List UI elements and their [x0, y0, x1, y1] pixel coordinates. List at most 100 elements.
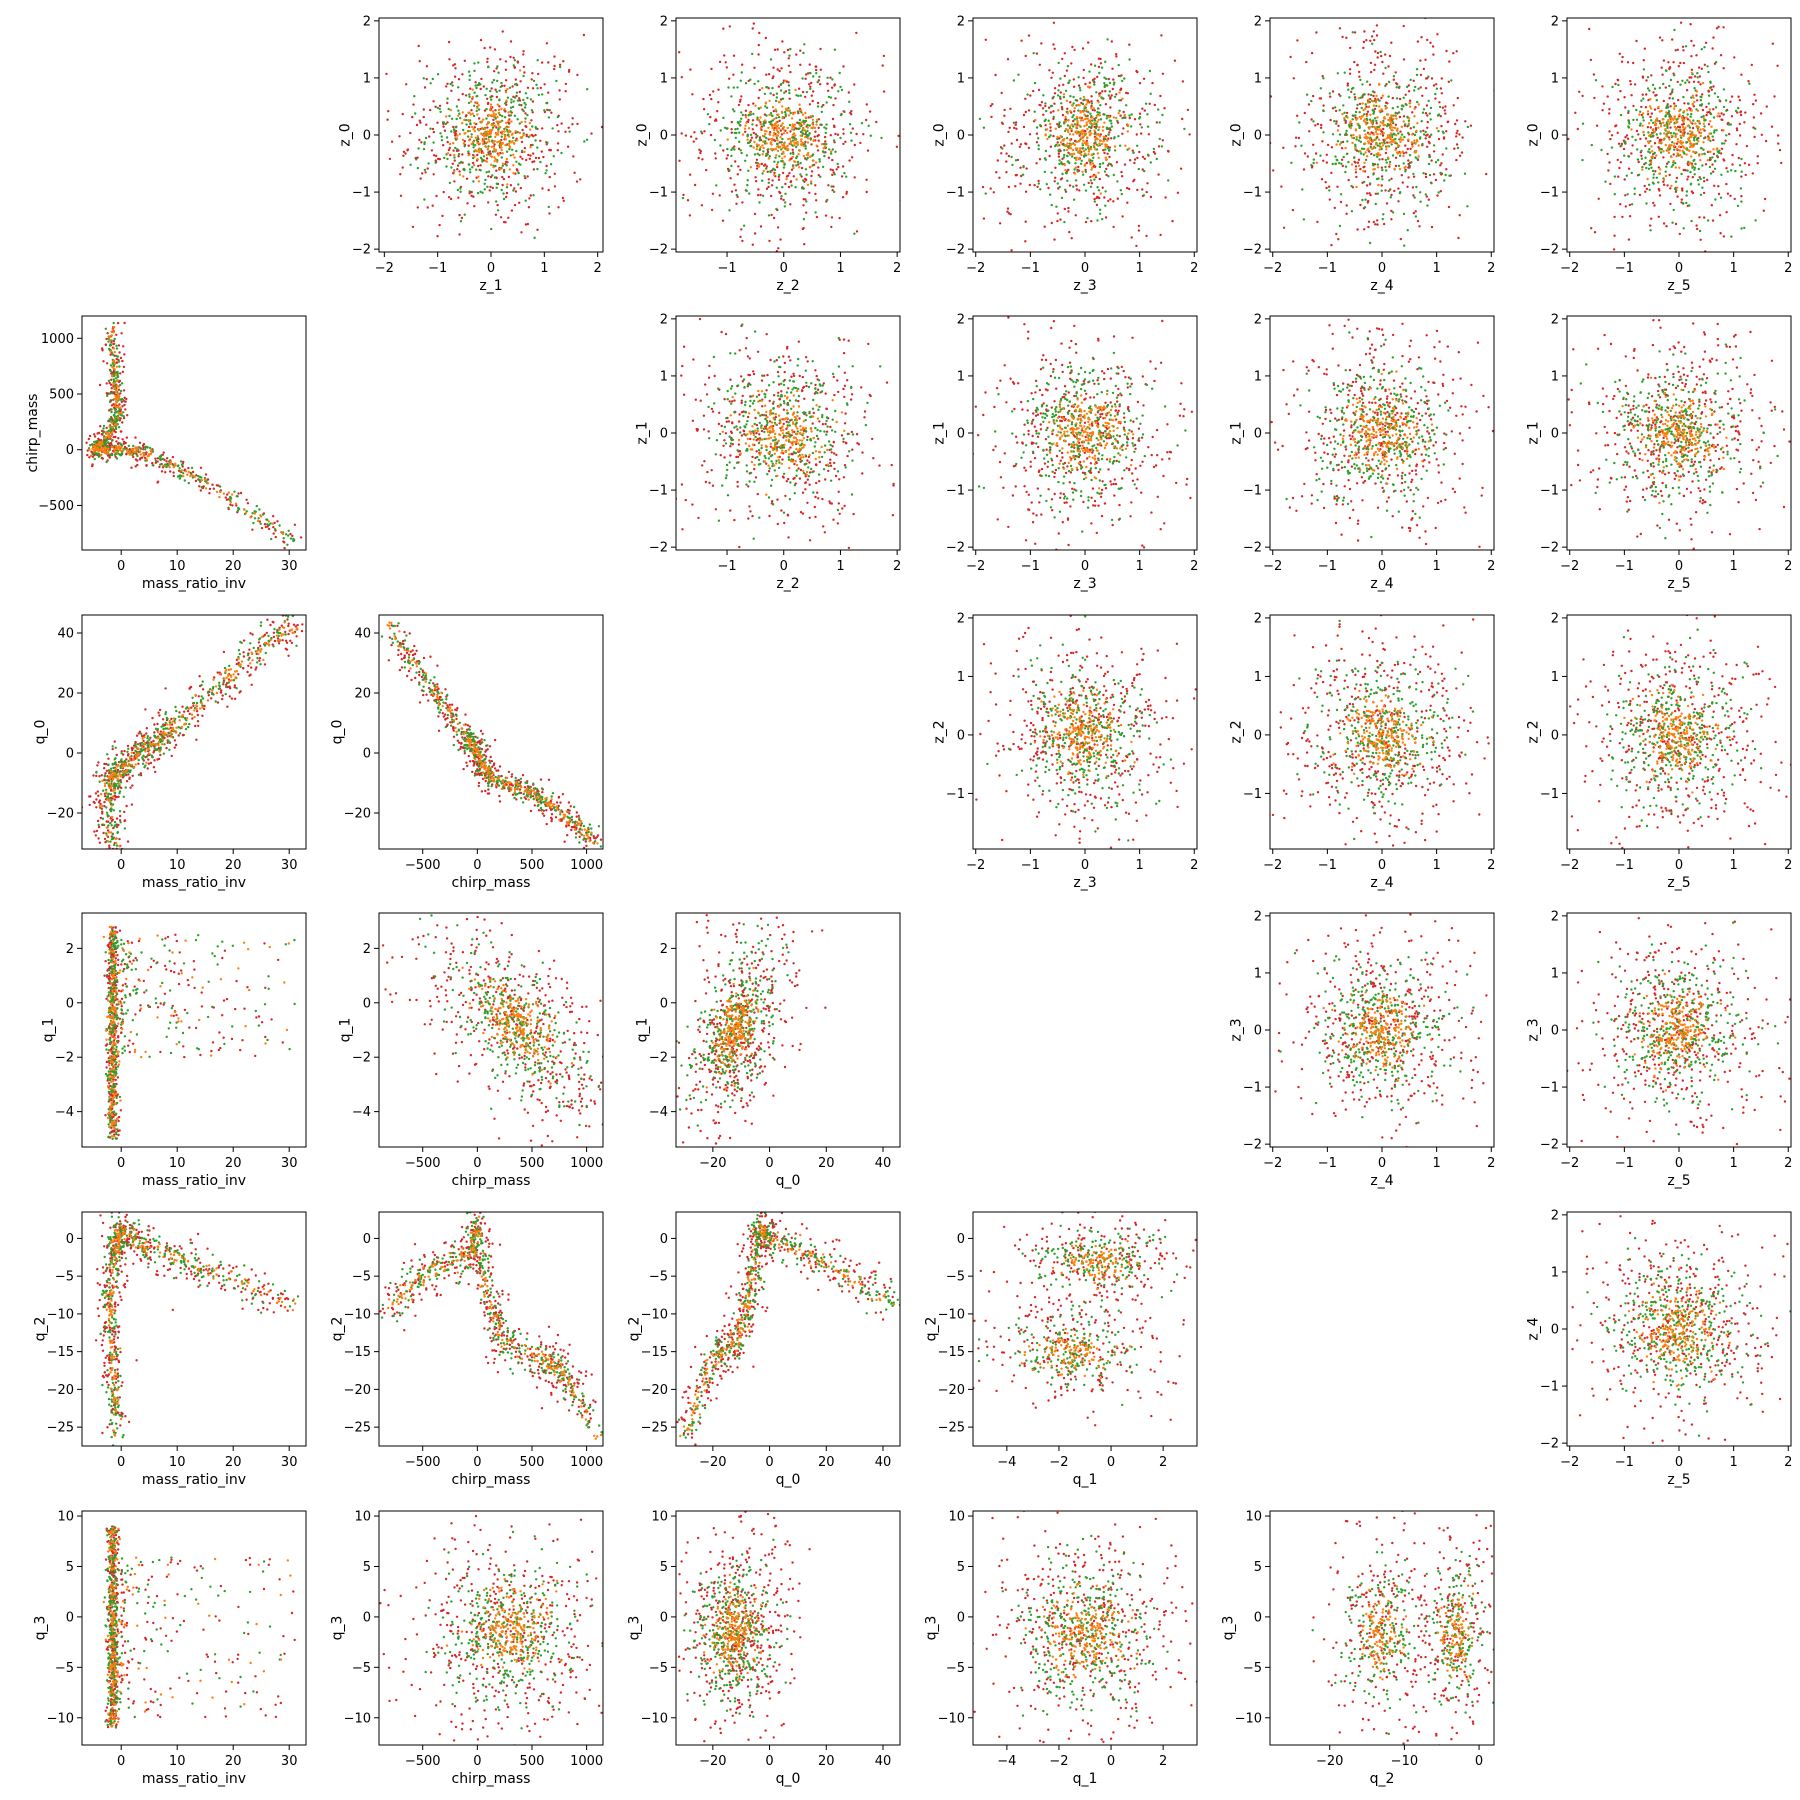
data-point: [500, 148, 503, 152]
data-point: [1403, 244, 1406, 247]
data-point: [1090, 104, 1093, 108]
data-point: [1613, 175, 1617, 178]
data-point: [1319, 126, 1323, 129]
data-point: [1703, 46, 1706, 49]
data-point: [1354, 128, 1358, 131]
data-point: [801, 141, 804, 144]
data-point: [1181, 117, 1184, 121]
data-point: [811, 122, 814, 126]
data-point: [1102, 140, 1105, 143]
data-point: [1373, 63, 1377, 66]
data-point: [536, 167, 539, 171]
data-point: [1412, 194, 1415, 197]
data-point: [1386, 136, 1389, 140]
data-point: [432, 154, 436, 157]
data-point: [1071, 115, 1074, 119]
data-point: [1619, 161, 1623, 164]
data-point: [472, 140, 475, 144]
data-point: [1098, 212, 1102, 215]
data-point: [472, 114, 476, 118]
data-point: [880, 136, 883, 140]
data-point: [1331, 162, 1334, 166]
y-tick-label: 0: [363, 129, 371, 144]
data-point: [489, 46, 492, 49]
data-point: [499, 120, 503, 123]
data-point: [756, 116, 759, 119]
data-point: [772, 109, 775, 113]
data-point: [1384, 151, 1388, 155]
data-point: [1075, 104, 1078, 107]
data-point: [810, 170, 814, 173]
data-point: [490, 98, 493, 101]
data-point: [1397, 187, 1400, 190]
data-point: [532, 194, 535, 197]
data-point: [829, 76, 832, 79]
data-point: [824, 131, 827, 135]
data-point: [481, 160, 484, 163]
data-point: [495, 186, 498, 189]
data-point: [1080, 136, 1083, 140]
data-point: [1065, 99, 1069, 103]
data-point: [487, 170, 491, 173]
data-point: [1359, 203, 1362, 207]
y-tick-label: −1: [352, 186, 371, 201]
data-point: [792, 128, 796, 131]
data-point: [1061, 157, 1064, 161]
data-point: [1375, 177, 1379, 181]
data-point: [1735, 127, 1739, 130]
data-point: [808, 71, 812, 75]
data-point: [1158, 137, 1162, 141]
data-point: [509, 184, 513, 187]
data-point: [1681, 187, 1684, 190]
data-point: [623, 121, 625, 123]
data-point: [1140, 126, 1144, 129]
data-point: [471, 88, 474, 91]
data-point: [1066, 128, 1070, 132]
data-point: [843, 172, 846, 175]
data-point: [866, 149, 870, 152]
data-point: [793, 137, 796, 140]
data-point: [1091, 166, 1094, 169]
data-point: [1006, 207, 1010, 210]
data-point: [1086, 142, 1089, 145]
data-point: [1668, 84, 1671, 88]
data-point: [760, 162, 763, 166]
data-point: [540, 61, 544, 64]
data-point: [1085, 161, 1089, 165]
data-point: [1103, 82, 1106, 85]
data-point: [802, 204, 805, 207]
data-point: [830, 150, 833, 153]
data-point: [1280, 185, 1283, 188]
data-point: [1118, 144, 1122, 147]
data-point: [1657, 166, 1661, 169]
data-point: [765, 114, 768, 117]
data-point: [1348, 96, 1351, 99]
data-point: [1729, 100, 1732, 104]
data-point: [531, 152, 535, 155]
data-point: [1019, 182, 1022, 185]
data-point: [498, 139, 502, 143]
data-point: [1363, 228, 1366, 231]
data-point: [1080, 153, 1083, 157]
data-point: [498, 89, 501, 92]
data-point: [495, 133, 498, 136]
data-point: [1707, 281, 1709, 283]
data-point: [777, 131, 780, 134]
data-point: [1619, 113, 1623, 117]
data-point: [471, 95, 474, 99]
data-point: [1088, 158, 1091, 161]
data-point: [1699, 131, 1703, 135]
data-point: [1738, 164, 1742, 167]
data-point: [1105, 143, 1108, 147]
data-point: [774, 108, 777, 111]
data-point: [413, 95, 416, 98]
data-point: [1672, 208, 1675, 212]
data-point: [1358, 126, 1361, 129]
data-point: [512, 189, 515, 192]
data-point: [1179, 167, 1183, 170]
data-point: [452, 128, 456, 131]
data-point: [1181, 80, 1185, 83]
data-point: [1350, 134, 1353, 137]
data-point: [1363, 93, 1366, 96]
data-point: [470, 142, 473, 146]
